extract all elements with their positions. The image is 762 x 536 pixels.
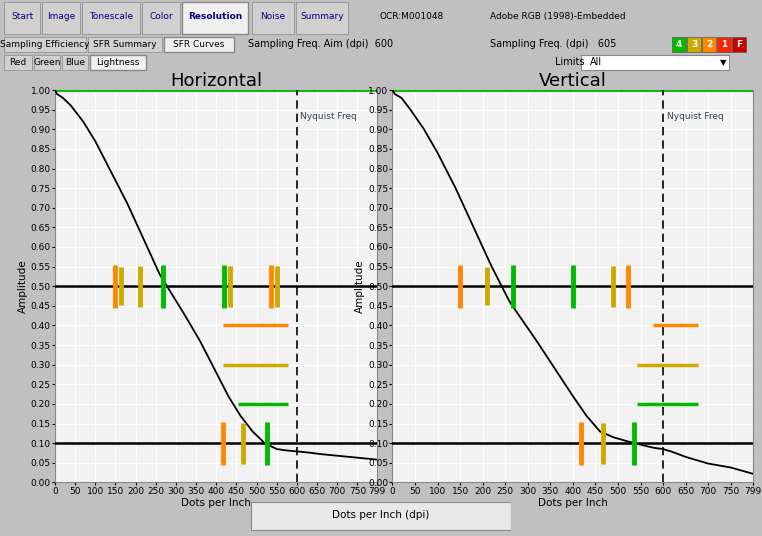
Text: 1: 1 [721, 40, 727, 49]
Bar [581, 55, 729, 70]
Bar [252, 2, 294, 34]
Text: Blue: Blue [65, 58, 85, 67]
Y-axis label: Amplitude: Amplitude [355, 259, 365, 313]
Text: Green: Green [34, 58, 61, 67]
Text: F: F [736, 40, 742, 49]
Text: Tonescale: Tonescale [89, 12, 133, 21]
Bar [164, 37, 234, 52]
Bar [182, 2, 248, 34]
Text: SFR Curves: SFR Curves [173, 40, 225, 49]
Y-axis label: Amplitude: Amplitude [18, 259, 27, 313]
Text: Lightness: Lightness [96, 58, 139, 67]
Bar [4, 37, 86, 52]
Text: OCR:M001048: OCR:M001048 [380, 12, 444, 21]
Text: ▼: ▼ [720, 58, 726, 67]
Text: Resolution: Resolution [188, 12, 242, 21]
Bar [702, 37, 716, 52]
Text: 4: 4 [676, 40, 682, 49]
X-axis label: Dots per Inch: Dots per Inch [538, 498, 607, 508]
Bar [62, 55, 88, 70]
Bar [142, 2, 180, 34]
Text: Sampling Efficiency: Sampling Efficiency [0, 40, 90, 49]
Text: Start: Start [11, 12, 33, 21]
Text: SFR Summary: SFR Summary [93, 40, 157, 49]
Text: Limits: Limits [555, 57, 584, 68]
Text: Nyquist Freq: Nyquist Freq [300, 111, 357, 121]
Bar [732, 37, 746, 52]
Bar [687, 37, 701, 52]
Text: 3: 3 [691, 40, 697, 49]
Text: Sampling Freq. Aim (dpi)  600: Sampling Freq. Aim (dpi) 600 [248, 39, 393, 49]
Bar [717, 37, 731, 52]
Bar [90, 55, 146, 70]
Text: Noise: Noise [261, 12, 286, 21]
Text: Sampling Freq. (dpi)   605: Sampling Freq. (dpi) 605 [490, 39, 616, 49]
FancyBboxPatch shape [251, 502, 511, 530]
Bar [296, 2, 348, 34]
Bar [4, 55, 32, 70]
Text: Summary: Summary [300, 12, 344, 21]
Title: Horizontal: Horizontal [170, 72, 262, 90]
Bar [82, 2, 140, 34]
Text: Image: Image [47, 12, 75, 21]
Bar [34, 55, 60, 70]
Bar [4, 2, 40, 34]
Text: Red: Red [9, 58, 27, 67]
Text: All: All [590, 57, 602, 68]
Text: 2: 2 [706, 40, 712, 49]
Bar [88, 37, 162, 52]
Bar [672, 37, 686, 52]
Bar [42, 2, 80, 34]
Text: Nyquist Freq: Nyquist Freq [667, 111, 723, 121]
Title: Vertical: Vertical [539, 72, 607, 90]
Text: Dots per Inch (dpi): Dots per Inch (dpi) [332, 510, 430, 520]
X-axis label: Dots per Inch: Dots per Inch [181, 498, 251, 508]
Text: Color: Color [149, 12, 173, 21]
Text: Adobe RGB (1998)-Embedded: Adobe RGB (1998)-Embedded [490, 12, 626, 21]
